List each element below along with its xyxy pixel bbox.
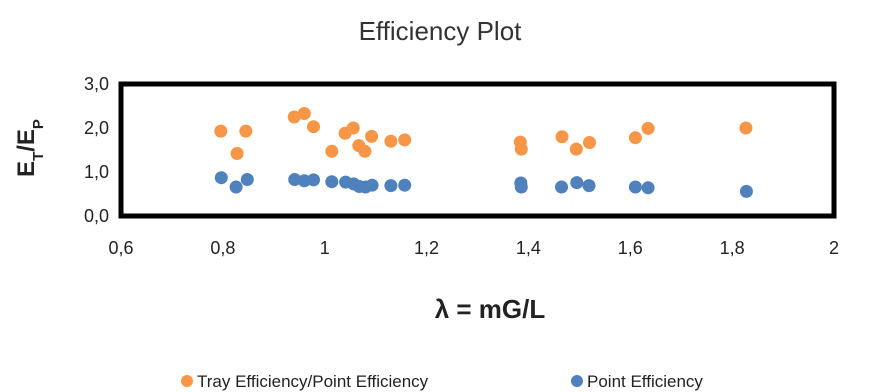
data-point [358,144,372,158]
y-tick-label: 3,0 [84,74,109,94]
data-point [239,124,253,138]
data-point [570,176,584,190]
data-point [384,134,398,148]
x-tick-label: 1,8 [720,238,745,258]
y-tick-label: 0,0 [84,206,109,226]
data-point [297,107,311,120]
x-tick-label: 2 [829,238,839,258]
data-point [514,142,528,156]
x-tick-label: 1,6 [618,238,643,258]
data-point [514,180,528,194]
data-point [384,179,398,193]
data-point [346,121,360,135]
y-axis-label: ET/EP [13,119,47,177]
data-point [214,124,228,138]
data-points [214,107,753,198]
data-point [287,110,301,124]
data-point [641,181,655,195]
data-point [325,144,339,158]
legend-marker-point [571,375,583,387]
data-point [230,147,244,160]
data-point [555,130,569,144]
x-tick-label: 1 [320,238,330,258]
data-point [555,180,568,194]
x-tick-label: 0,6 [108,238,133,258]
y-axis-label-sub-p: P [30,119,47,129]
data-point [365,129,379,143]
x-tick-label: 0,8 [210,238,235,258]
data-point [628,131,642,145]
series-tray-efficiency [214,107,753,160]
legend-marker-tray [181,375,193,387]
data-point [641,121,655,135]
data-point [583,136,596,149]
data-point [739,184,753,198]
data-point [569,142,583,156]
y-tick-label: 1,0 [84,162,109,182]
data-point [398,178,412,192]
x-tick-labels: 0,6 0,8 1 1,2 1,4 1,6 1,8 2 [108,238,839,258]
legend-label-tray: Tray Efficiency/Point Efficiency [197,372,429,391]
y-axis-label-sep: /E [13,129,40,152]
data-point [325,175,339,189]
x-tick-label: 1,2 [414,238,439,258]
data-point [628,180,642,194]
x-axis-label: λ = mG/L [435,294,546,324]
data-point [288,173,302,186]
data-point [739,121,753,135]
x-tick-label: 1,4 [516,238,541,258]
y-tick-labels: 0,0 1,0 2,0 3,0 [84,74,109,226]
plot-area-border [118,81,837,219]
data-point [240,173,254,186]
data-point [307,120,320,134]
data-point [214,171,228,185]
data-point [398,133,412,147]
chart-title: Efficiency Plot [359,16,523,46]
legend: Tray Efficiency/Point Efficiency Point E… [181,372,703,391]
series-point-efficiency [214,171,753,198]
data-point [307,173,320,187]
legend-label-point: Point Efficiency [587,372,703,391]
data-point [365,178,379,192]
y-tick-label: 2,0 [84,118,109,138]
data-point [229,180,243,194]
data-point [582,179,596,193]
y-axis-label-sub-t: T [30,152,47,161]
y-axis-label-main: E [13,161,40,177]
